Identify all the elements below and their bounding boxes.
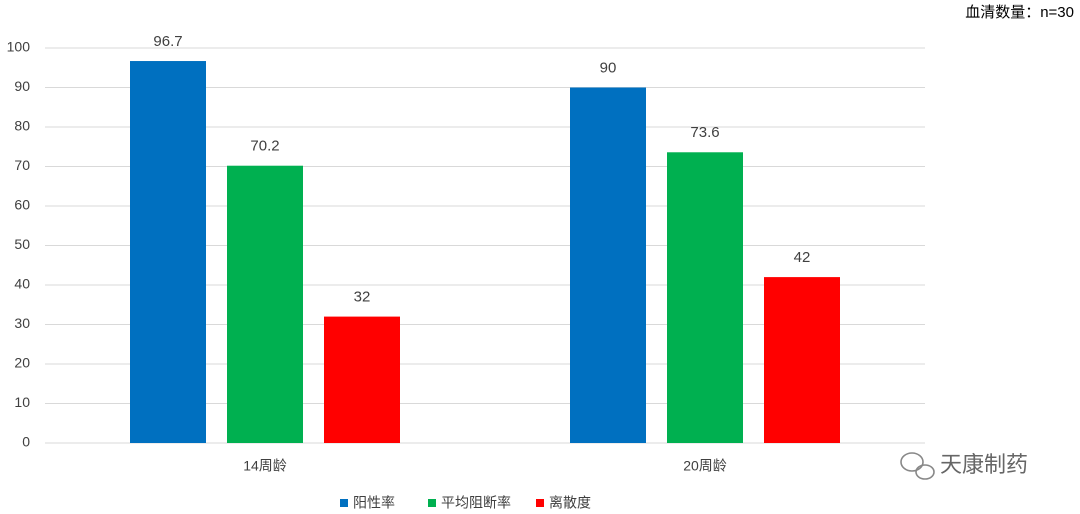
bar <box>667 152 743 443</box>
y-tick-label: 30 <box>14 315 30 331</box>
y-tick-label: 60 <box>14 197 30 213</box>
legend-label: 离散度 <box>549 495 591 511</box>
watermark-icon <box>900 452 935 480</box>
value-label: 73.6 <box>690 124 719 141</box>
y-tick-label: 10 <box>14 394 30 410</box>
value-label: 32 <box>354 289 371 306</box>
y-tick-label: 40 <box>14 276 30 292</box>
x-tick-label: 20周龄 <box>683 458 727 474</box>
value-label: 42 <box>794 249 811 266</box>
y-tick-label: 20 <box>14 355 30 371</box>
y-tick-label: 70 <box>14 157 30 173</box>
legend-swatch <box>536 499 544 507</box>
legend-swatch <box>340 499 348 507</box>
bar <box>324 316 400 443</box>
y-tick-label: 80 <box>14 118 30 134</box>
y-tick-label: 0 <box>22 434 30 450</box>
y-tick-label: 90 <box>14 78 30 94</box>
bar <box>570 87 646 443</box>
bar <box>227 165 303 443</box>
bar <box>130 61 206 443</box>
x-tick-label: 14周龄 <box>243 458 287 474</box>
value-label: 90 <box>600 59 617 76</box>
y-tick-label: 50 <box>14 236 30 252</box>
legend-swatch <box>428 499 436 507</box>
legend-label: 阳性率 <box>353 495 395 511</box>
legend-label: 平均阻断率 <box>441 495 511 511</box>
annotation: 血清数量：n=30 <box>965 4 1074 21</box>
value-label: 96.7 <box>153 33 182 50</box>
value-label: 70.2 <box>250 138 279 155</box>
y-tick-label: 100 <box>7 39 31 55</box>
bar <box>764 277 840 443</box>
watermark: 天康制药 <box>940 452 1028 477</box>
